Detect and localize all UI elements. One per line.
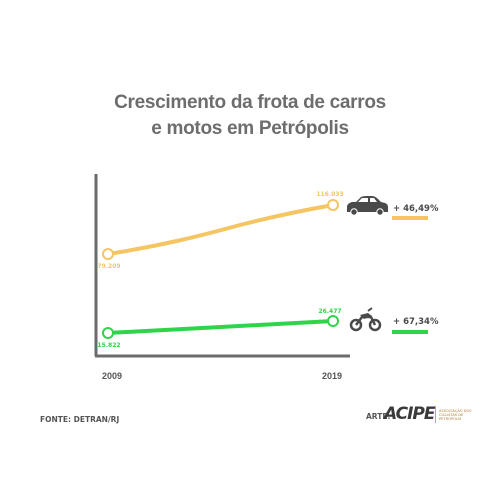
acipe-logo: ACIPE ASSOCIAÇÃO DOS CICLISTAS DE PETRÓP…: [384, 404, 474, 426]
legend-swatch-cars: [392, 216, 428, 220]
source-note: FONTE: DETRAN/RJ: [40, 415, 120, 424]
data-label-motos-2019: 26.477: [318, 308, 341, 315]
motorcycle-icon: [349, 307, 382, 332]
data-label-motos-2009: 15.822: [97, 342, 120, 349]
data-point-motos-2019: [327, 315, 339, 327]
legend-swatch-motos: [392, 330, 428, 334]
logo-divider: [435, 406, 436, 423]
title-line-1: Crescimento da frota de carros: [114, 92, 386, 113]
growth-label-motos: + 67,34%: [393, 317, 439, 327]
data-point-cars-2009: [102, 248, 114, 260]
car-icon: [347, 196, 388, 216]
data-label-cars-2019: 116.033: [316, 191, 343, 198]
growth-label-cars: + 46,49%: [393, 204, 439, 214]
x-tick-label-2019: 2019: [322, 371, 342, 381]
credit-label: ARTE:: [366, 412, 391, 421]
logo-subtitle: ASSOCIAÇÃO DOS CICLISTAS DE PETRÓPOLIS: [439, 409, 472, 422]
chart-title: Crescimento da frota de carros e motos e…: [0, 90, 500, 142]
data-point-cars-2019: [327, 199, 339, 211]
series-line-motos: [106, 319, 335, 335]
data-point-motos-2009: [102, 327, 114, 339]
data-label-cars-2009: 79.209: [97, 263, 120, 270]
x-tick-label-2009: 2009: [102, 371, 122, 381]
series-line-cars: [106, 203, 335, 256]
logo-mark: ACIPE: [384, 404, 436, 424]
title-line-2: e motos em Petrópolis: [151, 118, 349, 139]
